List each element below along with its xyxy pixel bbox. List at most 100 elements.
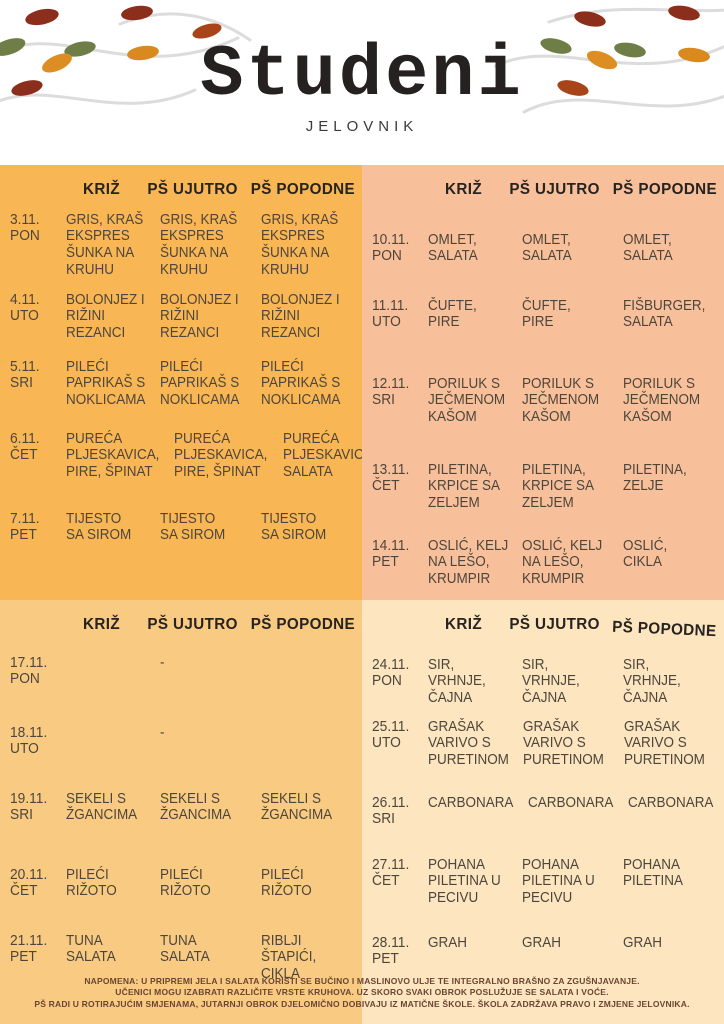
column-header-kriz: KRIŽ	[445, 181, 482, 198]
menu-cell-ujutro: PILEĆI RIŽOTO	[160, 866, 211, 900]
menu-cell-ujutro: SIR, VRHNJE, ČAJNA	[522, 656, 580, 707]
menu-cell-kriz: PILEĆI PAPRIKAŠ S NOKLICAMA	[66, 358, 146, 409]
column-header-ps-popodne: PŠ POPODNE	[250, 616, 356, 633]
leaf-icon	[574, 11, 606, 27]
menu-cell-popodne: OSLIĆ, CIKLA	[623, 537, 668, 571]
row-date: 4.11.	[10, 291, 40, 308]
row-date: 3.11.	[10, 211, 40, 228]
menu-cell-kriz: PILEĆI RIŽOTO	[66, 866, 117, 900]
menu-grid: KRIŽ PŠ UJUTRO PŠ POPODNE 3.11. PON GRIS,…	[0, 165, 724, 1024]
row-date: 17.11.	[10, 654, 48, 671]
menu-cell-ujutro: -	[160, 654, 165, 671]
row-day: PON	[372, 248, 402, 265]
footer-note-line: UČENICI MOGU IZABRATI RAZLIČITE VRSTE KR…	[115, 987, 609, 998]
menu-cell-popodne: SIR, VRHNJE, ČAJNA	[623, 656, 682, 707]
row-day: PET	[372, 951, 399, 968]
menu-cell-ujutro: BOLONJEZ I RIŽINI REZANCI	[160, 291, 239, 342]
menu-cell-kriz: SEKELI S ŽGANCIMA	[66, 790, 138, 824]
menu-cell-kriz: OSLIĆ, KELJ NA LEŠO, KRUMPIR	[428, 537, 509, 588]
menu-cell-ujutro: OSLIĆ, KELJ NA LEŠO, KRUMPIR	[522, 537, 603, 588]
menu-cell-popodne: PILEĆI PAPRIKAŠ S NOKLICAMA	[261, 358, 341, 409]
menu-week-2: KRIŽ PŠ UJUTRO PŠ POPODNE 10.11. PON OMLE…	[362, 165, 724, 600]
row-date: 10.11.	[372, 231, 410, 248]
row-day: ČET	[10, 883, 38, 900]
menu-cell-ujutro: -	[160, 724, 165, 741]
menu-cell-popodne: GRAŠAK VARIVO S PURETINOM	[623, 718, 705, 769]
menu-cell-popodne: BOLONJEZ I RIŽINI REZANCI	[261, 291, 341, 342]
menu-row: 28.11. PET GRAH GRAH GRAH	[372, 935, 720, 975]
column-header-ps-ujutro: PŠ UJUTRO	[147, 616, 238, 633]
column-header-ps-ujutro: PŠ UJUTRO	[147, 181, 238, 198]
menu-cell-popodne: FIŠBURGER, SALATA	[623, 297, 706, 331]
row-day: UTO	[10, 741, 39, 758]
row-day: ČET	[372, 873, 400, 890]
menu-cell-ujutro: PILETINA, KRPICE SA ZELJEM	[522, 461, 595, 512]
menu-row: 13.11. ČET PILETINA, KRPICE SA ZELJEM PIL…	[372, 462, 720, 538]
menu-row: 3.11. PON GRIS, KRAŠ EKSPRES ŠUNKA NA KRU…	[10, 212, 358, 292]
menu-cell-kriz: GRIS, KRAŠ EKSPRES ŠUNKA NA KRUHU	[66, 211, 144, 278]
menu-row: 24.11. PON SIR, VRHNJE, ČAJNA SIR, VRHNJE…	[372, 657, 720, 719]
column-headers: KRIŽ PŠ UJUTRO PŠ POPODNE	[372, 616, 720, 640]
menu-week-3: KRIŽ PŠ UJUTRO PŠ POPODNE 17.11. PON - 18…	[0, 600, 362, 1024]
row-day: PON	[10, 671, 40, 688]
menu-row: 20.11. ČET PILEĆI RIŽOTO PILEĆI RIŽOTO PI…	[10, 867, 358, 933]
column-headers: KRIŽ PŠ UJUTRO PŠ POPODNE	[10, 616, 358, 635]
row-date: 5.11.	[10, 358, 40, 375]
menu-cell-ujutro: SEKELI S ŽGANCIMA	[160, 790, 232, 824]
row-day: PET	[10, 949, 37, 966]
row-day: PON	[372, 673, 402, 690]
menu-cell-popodne: PILEĆI RIŽOTO	[261, 866, 313, 900]
menu-cell-popodne: GRIS, KRAŠ EKSPRES ŠUNKA NA KRUHU	[261, 211, 339, 278]
menu-cell-popodne: POHANA PILETINA	[623, 856, 684, 890]
menu-cell-popodne: PUREĆA PLJESKAVICA, SALATA	[282, 430, 377, 481]
row-day: PON	[10, 228, 40, 245]
menu-cell-kriz: PUREĆA PLJESKAVICA, PIRE, ŠPINAT	[66, 430, 160, 481]
menu-cell-popodne: CARBONARA	[627, 794, 714, 811]
row-date: 12.11.	[372, 375, 410, 392]
leaf-icon	[121, 5, 153, 21]
menu-row: 17.11. PON -	[10, 655, 358, 725]
menu-cell-kriz: GRAH	[428, 934, 467, 951]
column-header-kriz: KRIŽ	[83, 616, 120, 633]
footer-note-line: PŠ RADI U ROTIRAJUĆIM SMJENAMA, JUTARNJI…	[34, 998, 690, 1009]
menu-cell-kriz: POHANA PILETINA U PECIVU	[428, 856, 501, 907]
menu-cell-ujutro: ČUFTE, PIRE	[522, 297, 571, 331]
menu-row: 6.11. ČET PUREĆA PLJESKAVICA, PIRE, ŠPINA…	[10, 430, 376, 511]
menu-row: 5.11. SRI PILEĆI PAPRIKAŠ S NOKLICAMA PIL…	[10, 359, 358, 431]
row-date: 25.11.	[372, 718, 410, 735]
column-header-ps-popodne: PŠ POPODNE	[250, 181, 356, 198]
menu-cell-kriz: OMLET, SALATA	[428, 231, 478, 265]
row-date: 26.11.	[372, 794, 410, 811]
menu-cell-kriz: PILETINA, KRPICE SA ZELJEM	[428, 461, 500, 512]
menu-row: 12.11. SRI PORILUK S JEČMENOM KAŠOM PORIL…	[372, 376, 720, 462]
column-header-ps-ujutro: PŠ UJUTRO	[509, 181, 600, 198]
poster-header: Studeni JELOVNIK	[0, 0, 724, 165]
leaf-icon	[668, 5, 700, 21]
row-date: 11.11.	[372, 297, 409, 314]
menu-cell-kriz: TIJESTO SA SIROM	[66, 510, 132, 544]
menu-row: 27.11. ČET POHANA PILETINA U PECIVU POHAN…	[372, 857, 720, 935]
row-date: 18.11.	[10, 724, 48, 741]
menu-cell-ujutro: CARBONARA	[527, 794, 614, 811]
menu-cell-kriz: GRAŠAK VARIVO S PURETINOM	[428, 718, 509, 769]
column-headers: KRIŽ PŠ UJUTRO PŠ POPODNE	[10, 181, 358, 200]
menu-cell-kriz: TUNA SALATA	[66, 932, 116, 966]
menu-cell-popodne: GRAH	[623, 934, 663, 951]
menu-cell-ujutro: PILEĆI PAPRIKAŠ S NOKLICAMA	[160, 358, 240, 409]
row-date: 27.11.	[372, 856, 410, 873]
column-header-ps-ujutro: PŠ UJUTRO	[509, 616, 600, 633]
leaf-icon	[25, 8, 59, 26]
menu-row: 14.11. PET OSLIĆ, KELJ NA LEŠO, KRUMPIR O…	[372, 538, 720, 588]
row-date: 19.11.	[10, 790, 48, 807]
row-day: ČET	[372, 478, 400, 495]
menu-cell-popodne: SEKELI S ŽGANCIMA	[261, 790, 333, 824]
row-day: UTO	[372, 735, 401, 752]
row-day: ČET	[10, 447, 38, 464]
row-date: 21.11.	[10, 932, 48, 949]
menu-cell-ujutro: POHANA PILETINA U PECIVU	[522, 856, 595, 907]
row-day: SRI	[372, 392, 395, 409]
row-date: 20.11.	[10, 866, 48, 883]
row-day: SRI	[372, 811, 395, 828]
row-date: 6.11.	[10, 430, 40, 447]
